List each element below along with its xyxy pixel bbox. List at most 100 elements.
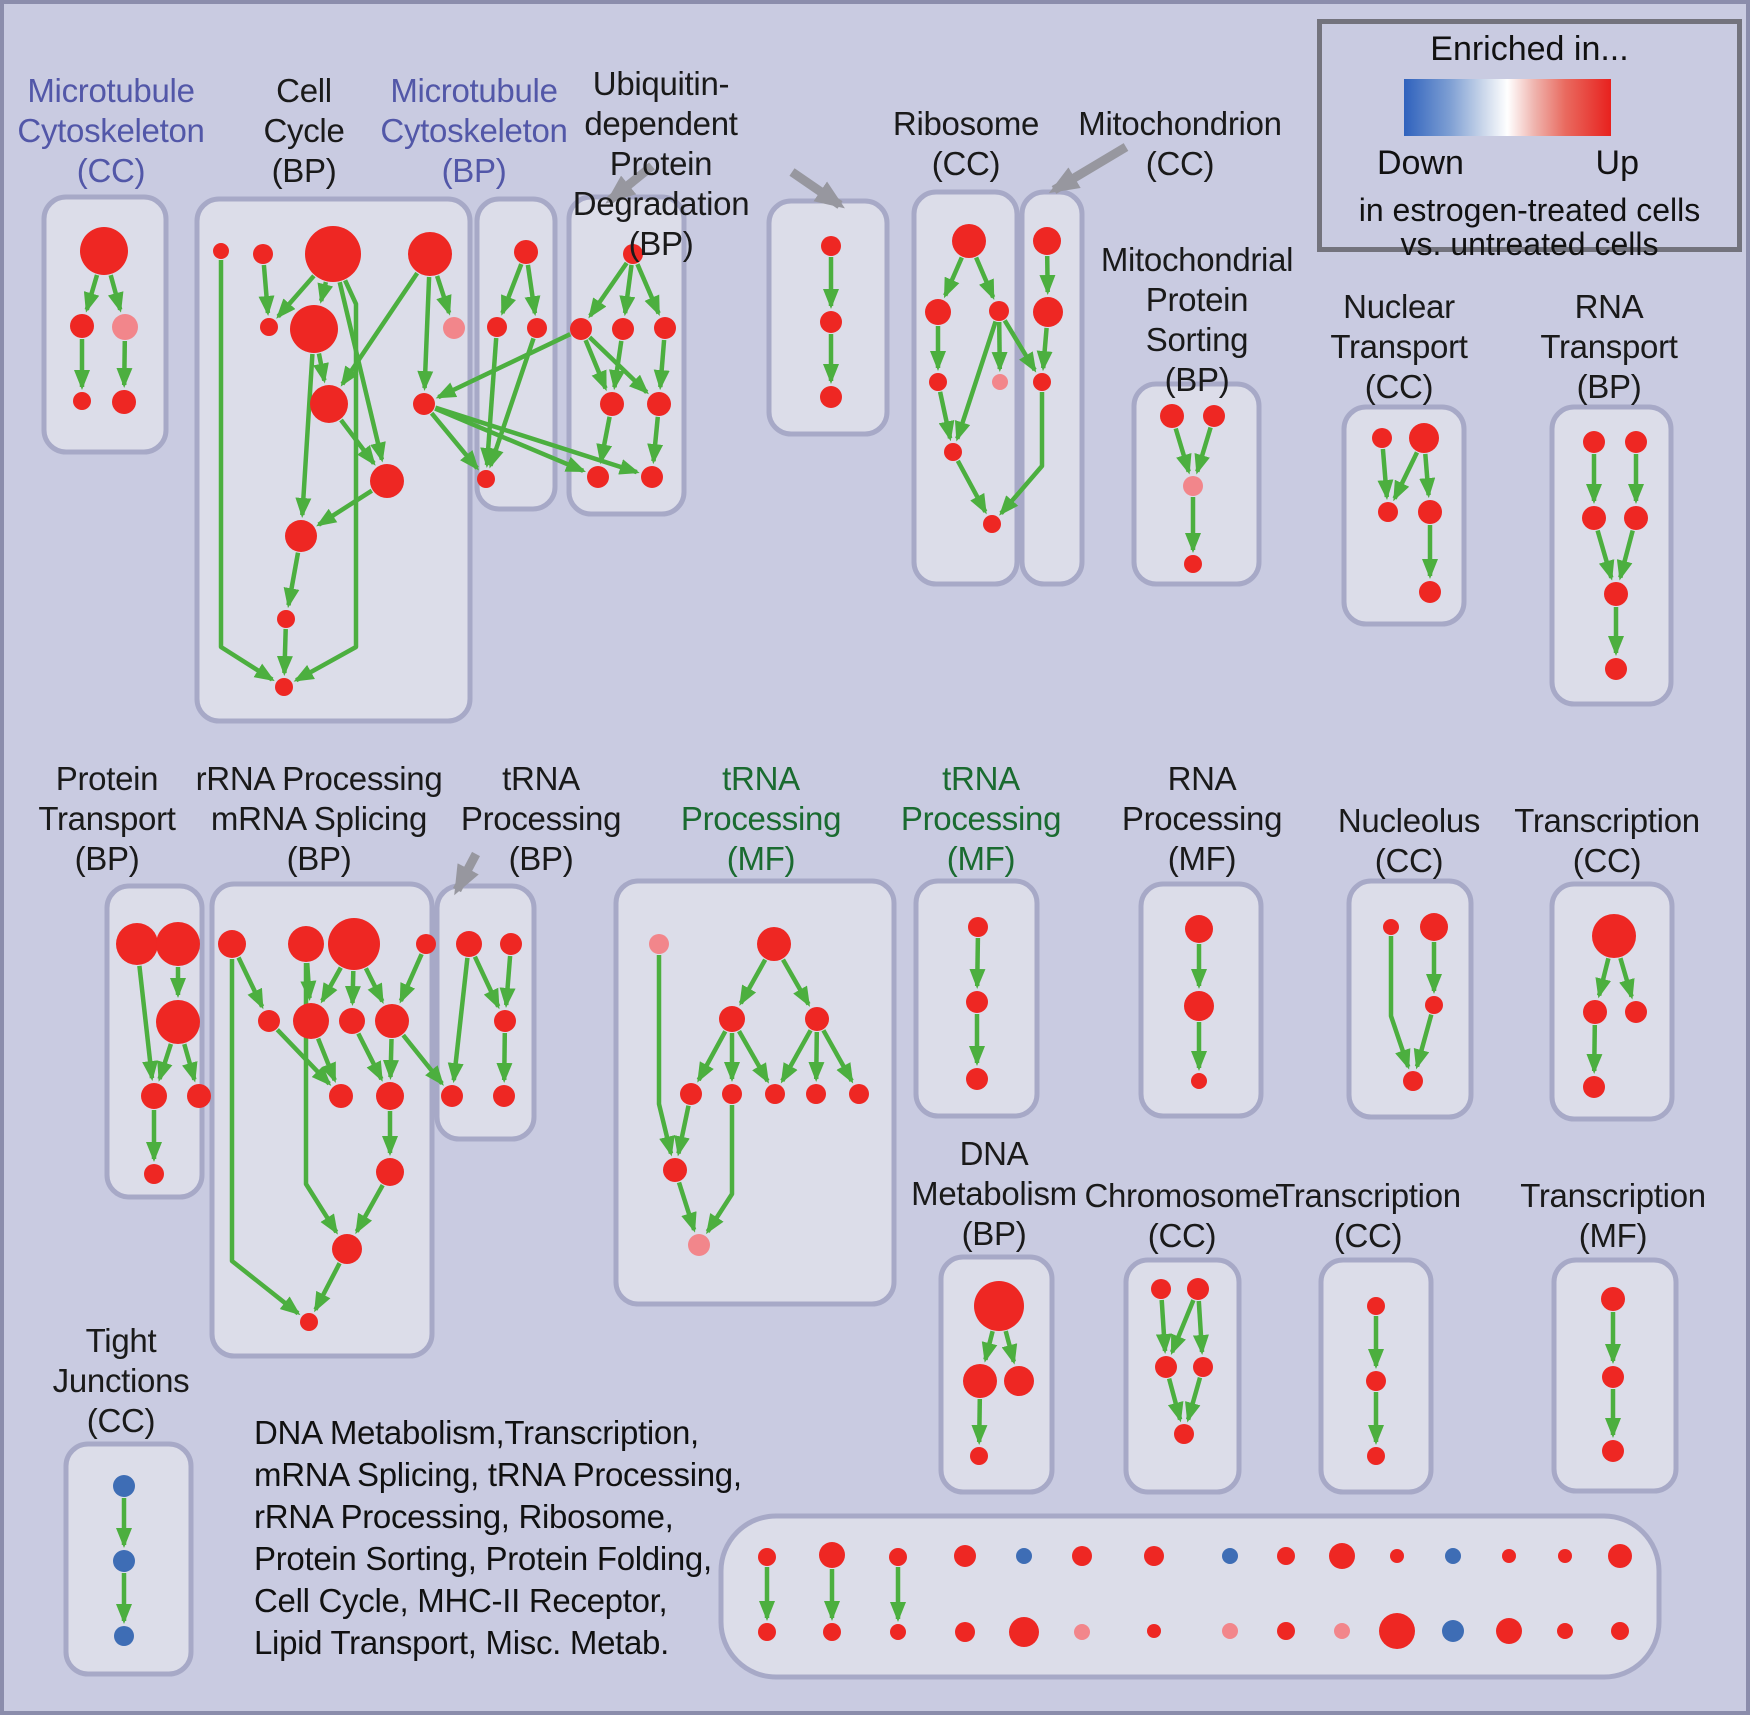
nucleolus-cc-node-2 xyxy=(1425,996,1443,1014)
microtubule-cytoskeleton-cc-node-3 xyxy=(73,392,91,410)
transcription-cc-a-label: Transcription (CC) xyxy=(1514,802,1700,879)
protein-transport-bp-node-4 xyxy=(187,1084,211,1108)
edges-layer xyxy=(74,255,1644,1624)
misc-metabolism-group-node-21 xyxy=(1379,1613,1415,1649)
ribosome-cc-edge-5 xyxy=(937,391,955,442)
misc-metabolism-group-node-4 xyxy=(889,1548,907,1566)
dna-metabolism-bp-edge-0 xyxy=(981,1330,998,1363)
cell-cycle-bp-node-11 xyxy=(277,610,295,628)
rrna-processing-mrna-splicing-bp-node-5 xyxy=(293,1003,329,1039)
misc-metabolism-group-node-18 xyxy=(1329,1543,1355,1569)
ubiquitin-degradation-bp-a-node-2 xyxy=(612,318,634,340)
ubiquitin-degradation-bp-b-node-2 xyxy=(820,386,842,408)
cell-cycle-bp-edge-8 xyxy=(417,276,434,391)
cell-cycle-bp-node-3 xyxy=(408,232,452,276)
misc-metabolism-group-node-7 xyxy=(955,1622,975,1642)
transcription-cc-a-node-2 xyxy=(1625,1001,1647,1023)
cross-cluster-edge-4 xyxy=(1002,319,1037,373)
protein-transport-bp-node-5 xyxy=(144,1164,164,1184)
cell-cycle-bp-edge-7 xyxy=(340,271,420,387)
legend-up-label: Up xyxy=(1595,144,1639,182)
rna-processing-mf-node-1 xyxy=(1184,991,1214,1021)
rna-transport-bp-node-0 xyxy=(1583,431,1605,453)
mitochondrial-protein-sorting-bp-label: Mitochondrial Protein Sorting (BP) xyxy=(1100,241,1294,398)
misc-metabolism-group-node-29 xyxy=(1611,1622,1629,1640)
mitochondrion-cc-node-0 xyxy=(1033,227,1061,255)
rrna-processing-mrna-splicing-bp-node-10 xyxy=(376,1158,404,1186)
microtubule-cytoskeleton-cc-node-0 xyxy=(80,227,128,275)
trna-processing-bp-edge-1 xyxy=(472,955,501,1010)
nuclear-transport-cc-node-0 xyxy=(1372,428,1392,448)
ribosome-cc-node-5 xyxy=(944,443,962,461)
protein-transport-bp-node-2 xyxy=(156,1000,200,1044)
misc-metabolism-group-node-8 xyxy=(1016,1548,1032,1564)
chromosome-cc-node-4 xyxy=(1174,1424,1194,1444)
misc-metabolism-group-node-13 xyxy=(1147,1624,1161,1638)
misc-metabolism-group-node-28 xyxy=(1608,1544,1632,1568)
cell-cycle-bp-edge-5 xyxy=(293,279,359,683)
ribosome-cc-edge-1 xyxy=(974,256,996,300)
rrna-processing-mrna-splicing-bp-node-3 xyxy=(416,934,436,954)
nuclear-transport-cc-edge-0 xyxy=(1377,448,1394,500)
ubiquitin-degradation-bp-a-node-3 xyxy=(654,317,676,339)
trna-processing-bp-node-0 xyxy=(456,931,482,957)
nuclear-transport-cc-node-2 xyxy=(1378,502,1398,522)
misc-metabolism-group-node-20 xyxy=(1390,1549,1404,1563)
ubiquitin-degradation-bp-b-node-0 xyxy=(821,236,841,256)
protein-transport-bp-edge-3 xyxy=(182,1043,198,1083)
nucleolus-cc-edge-2 xyxy=(1413,1014,1434,1070)
ubiquitin-degradation-bp-a-edge-5 xyxy=(609,340,625,391)
mitochondrion-cc-node-2 xyxy=(1033,373,1051,391)
dna-metabolism-bp-edge-1 xyxy=(1001,1330,1018,1365)
trna-processing-mf-2-node-2 xyxy=(966,1068,988,1090)
microtubule-cytoskeleton-cc-edge-1 xyxy=(107,274,124,313)
misc-metabolism-group-node-25 xyxy=(1496,1618,1522,1644)
transcription-mf-node-2 xyxy=(1602,1440,1624,1462)
trna-processing-mf-1-node-7 xyxy=(806,1084,826,1104)
ubiquitin-degradation-bp-a-node-7 xyxy=(641,466,663,488)
label-pointer-arrow-0 xyxy=(605,162,655,204)
nuclear-transport-cc-node-3 xyxy=(1418,500,1442,524)
rrna-processing-mrna-splicing-bp-node-6 xyxy=(339,1008,365,1034)
trna-processing-bp-node-3 xyxy=(441,1085,463,1107)
mitochondrial-protein-sorting-bp-node-1 xyxy=(1203,405,1225,427)
trna-processing-mf-1-node-4 xyxy=(680,1083,702,1105)
rrna-processing-mrna-splicing-bp-edge-7 xyxy=(398,953,424,1004)
trna-processing-mf-1-node-3 xyxy=(805,1007,829,1031)
transcription-cc-a-box xyxy=(1549,881,1675,1122)
microtubule-cytoskeleton-bp-node-1 xyxy=(487,317,507,337)
cell-cycle-bp-edge-2 xyxy=(276,274,316,319)
trna-processing-mf-1-edge-2 xyxy=(696,1030,728,1083)
protein-transport-bp-node-3 xyxy=(141,1083,167,1109)
ribosome-cc-label: Ribosome (CC) xyxy=(892,105,1040,182)
protein-transport-bp-edge-2 xyxy=(157,1043,174,1082)
label-pointer-arrow-3 xyxy=(453,851,480,896)
transcription-cc-b-node-0 xyxy=(1367,1297,1385,1315)
nodes-layer xyxy=(70,224,1648,1649)
transcription-mf-node-0 xyxy=(1601,1287,1625,1311)
nucleolus-cc-label: Nucleolus (CC) xyxy=(1337,802,1481,879)
cross-cluster-edge-6 xyxy=(401,1033,444,1086)
network-canvas xyxy=(41,143,1679,1680)
legend: Enriched in... Down Up in estrogen-treat… xyxy=(1317,19,1742,262)
mitochondrial-protein-sorting-bp-edge-1 xyxy=(1194,426,1213,475)
trna-processing-mf-1-edge-8 xyxy=(656,955,675,1157)
misc-metabolism-group-node-17 xyxy=(1277,1622,1295,1640)
nuclear-transport-cc-edge-1 xyxy=(1392,451,1420,502)
ribosome-cc-node-0 xyxy=(952,224,986,258)
rrna-processing-mrna-splicing-bp-edge-4 xyxy=(320,966,343,1004)
misc-metabolism-group-node-0 xyxy=(758,1548,776,1566)
transcription-cc-a-edge-0 xyxy=(1595,957,1611,999)
microtubule-cytoskeleton-bp-node-3 xyxy=(477,470,495,488)
misc-metabolism-group-node-6 xyxy=(954,1545,976,1567)
transcription-cc-b-label: Transcription (CC) xyxy=(1275,1177,1461,1254)
chromosome-cc-node-2 xyxy=(1155,1356,1177,1378)
trna-processing-mf-1-node-10 xyxy=(688,1234,710,1256)
cell-cycle-bp-node-10 xyxy=(285,520,317,552)
rna-transport-bp-node-2 xyxy=(1582,506,1606,530)
rrna-processing-mrna-splicing-bp-edge-5 xyxy=(344,970,361,1006)
misc-metabolism-group-node-22 xyxy=(1445,1548,1461,1564)
transcription-cc-a-node-0 xyxy=(1592,914,1636,958)
misc-metabolism-group-box xyxy=(718,1513,1662,1680)
trna-processing-mf-1-node-1 xyxy=(757,927,791,961)
